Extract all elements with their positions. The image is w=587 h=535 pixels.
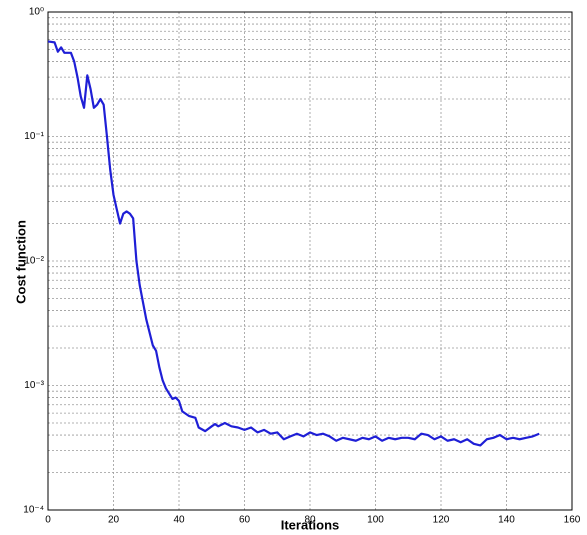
x-tick-label: 160: [564, 515, 581, 526]
plot-frame: [47, 11, 573, 511]
x-tick-label: 100: [367, 515, 384, 526]
x-tick-label: 60: [239, 515, 251, 526]
x-axis-label: Iterations: [281, 517, 340, 532]
x-tick-label: 0: [45, 515, 51, 526]
y-axis-label: Cost function: [13, 220, 28, 304]
y-tick-label: 10⁰: [29, 7, 44, 18]
x-tick-label: 140: [498, 515, 515, 526]
x-tick-label: 80: [304, 515, 316, 526]
x-tick-label: 40: [173, 515, 185, 526]
y-tick-label: 10⁻⁴: [23, 505, 44, 516]
y-tick-label: 10⁻²: [24, 256, 44, 267]
x-tick-label: 20: [108, 515, 120, 526]
y-tick-label: 10⁻¹: [24, 131, 44, 142]
y-tick-label: 10⁻³: [24, 380, 44, 391]
x-tick-label: 120: [433, 515, 450, 526]
cost-line: [47, 40, 540, 447]
